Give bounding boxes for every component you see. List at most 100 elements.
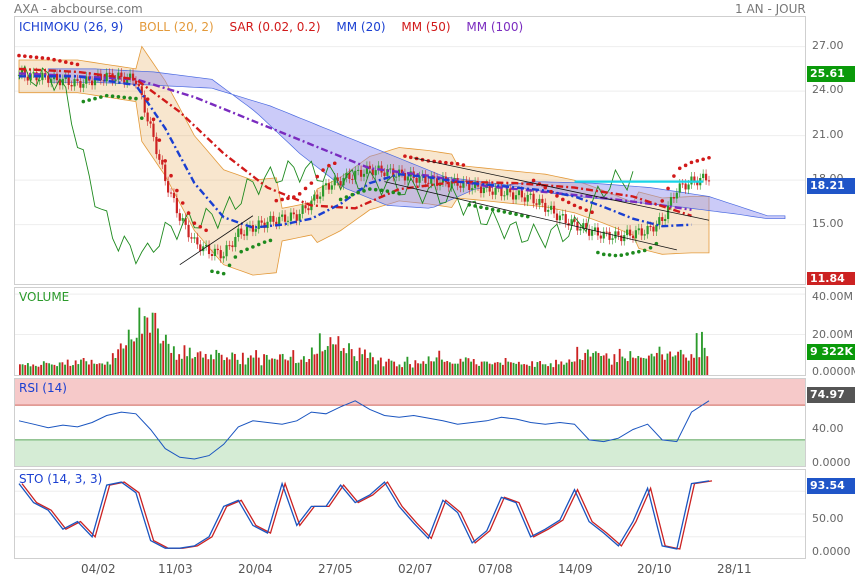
candle-body [430, 176, 433, 184]
volume-bar [642, 358, 645, 375]
candle-body [193, 237, 196, 239]
sar-dot [637, 249, 641, 254]
volume-bar [502, 364, 504, 375]
candle-body [330, 185, 333, 190]
candle-body [70, 85, 73, 87]
sar-dot [227, 263, 232, 268]
legend-mm20[interactable]: MM (20) [336, 20, 386, 34]
volume-bar [271, 358, 273, 375]
legend-mm100[interactable]: MM (100) [466, 20, 524, 34]
volume-bar [183, 345, 186, 375]
sar-dot [555, 194, 559, 198]
volume-bar [74, 360, 77, 375]
candle-body [184, 218, 187, 225]
candle-body [666, 205, 670, 219]
volume-bar [125, 345, 128, 375]
rsi-overbought-zone [15, 379, 805, 406]
volume-bar [226, 357, 228, 375]
candle-body [161, 159, 164, 165]
legend-ichimoku[interactable]: ICHIMOKU (26, 9) [19, 20, 124, 34]
volume-bar [634, 358, 637, 375]
axis-tick-label: 0.0000 [812, 456, 851, 469]
volume-bar [496, 362, 499, 375]
volume-bar [390, 360, 393, 375]
volume-bar [342, 348, 345, 375]
volume-bar [241, 352, 244, 375]
volume-title: VOLUME [19, 290, 70, 304]
candle-body [137, 83, 140, 87]
sar-dot [198, 224, 203, 229]
candle-body [213, 248, 216, 257]
legend-boll[interactable]: BOLL (20, 2) [139, 20, 214, 34]
sar-dot [379, 188, 384, 193]
volume-bar [464, 357, 467, 375]
volume-bar [454, 363, 457, 375]
candle-body [406, 176, 409, 181]
volume-bar [265, 354, 268, 375]
volume-bar [337, 336, 340, 375]
volume-bar [247, 357, 250, 375]
volume-bar [533, 366, 536, 375]
candle-body [190, 237, 193, 239]
volume-bar [127, 329, 130, 375]
candle-body [324, 183, 328, 186]
candle-body [550, 205, 553, 210]
volume-bar [95, 364, 98, 375]
sar-dot [648, 246, 653, 250]
sar-dot [525, 214, 530, 219]
volume-bar [504, 358, 507, 375]
volume-bar [597, 352, 600, 375]
candle-body [222, 256, 225, 259]
volume-bar [374, 364, 377, 375]
volume-bar [334, 344, 337, 375]
candle-body [219, 250, 222, 259]
period-label[interactable]: 1 AN - JOUR [735, 2, 806, 16]
legend-mm50[interactable]: MM (50) [401, 20, 451, 34]
volume-bar [220, 354, 223, 375]
candle-body [579, 228, 582, 231]
volume-bar [602, 355, 605, 375]
legend-sar[interactable]: SAR (0.02, 0.2) [229, 20, 321, 34]
sar-dot [373, 187, 378, 192]
axis-tick-label: 20.00M [812, 328, 853, 341]
volume-bar [385, 361, 388, 375]
sar-dot [707, 155, 711, 160]
volume-bar [693, 357, 695, 375]
sar-dot [186, 211, 191, 215]
volume-bar [268, 359, 271, 375]
candle-body [286, 220, 290, 222]
volume-bar [549, 363, 552, 375]
last-close-tag: 18.21 [807, 178, 855, 194]
volume-bar [594, 351, 597, 375]
volume-bar [687, 360, 690, 375]
candle-body [272, 215, 275, 222]
candle-body [275, 221, 278, 225]
volume-bar [260, 365, 263, 375]
candle-body [403, 173, 407, 181]
volume-bar [42, 361, 45, 375]
sar-dot [145, 97, 150, 101]
volume-bar [244, 364, 247, 375]
candle-body [570, 219, 573, 226]
volume-bar [592, 352, 595, 375]
volume-bar [565, 362, 568, 375]
sar-dot [613, 253, 618, 258]
volume-bar [398, 364, 401, 375]
candle-body [90, 80, 94, 86]
sto-title: STO (14, 3, 3) [19, 472, 103, 486]
volume-bar [483, 361, 486, 375]
sar-dot [40, 56, 45, 60]
volume-bar [578, 359, 581, 375]
candle-body [672, 197, 676, 199]
sar-dot [134, 96, 138, 101]
mm20-line [19, 75, 692, 229]
candle-body [374, 170, 377, 176]
volume-bar [109, 364, 112, 375]
sar-dot [403, 154, 407, 158]
volume-bar [647, 355, 650, 375]
candle-body [169, 192, 173, 194]
volume-bar [210, 354, 212, 375]
sar-dot [239, 249, 244, 254]
sar-dot [689, 160, 694, 165]
volume-bar [366, 358, 369, 375]
